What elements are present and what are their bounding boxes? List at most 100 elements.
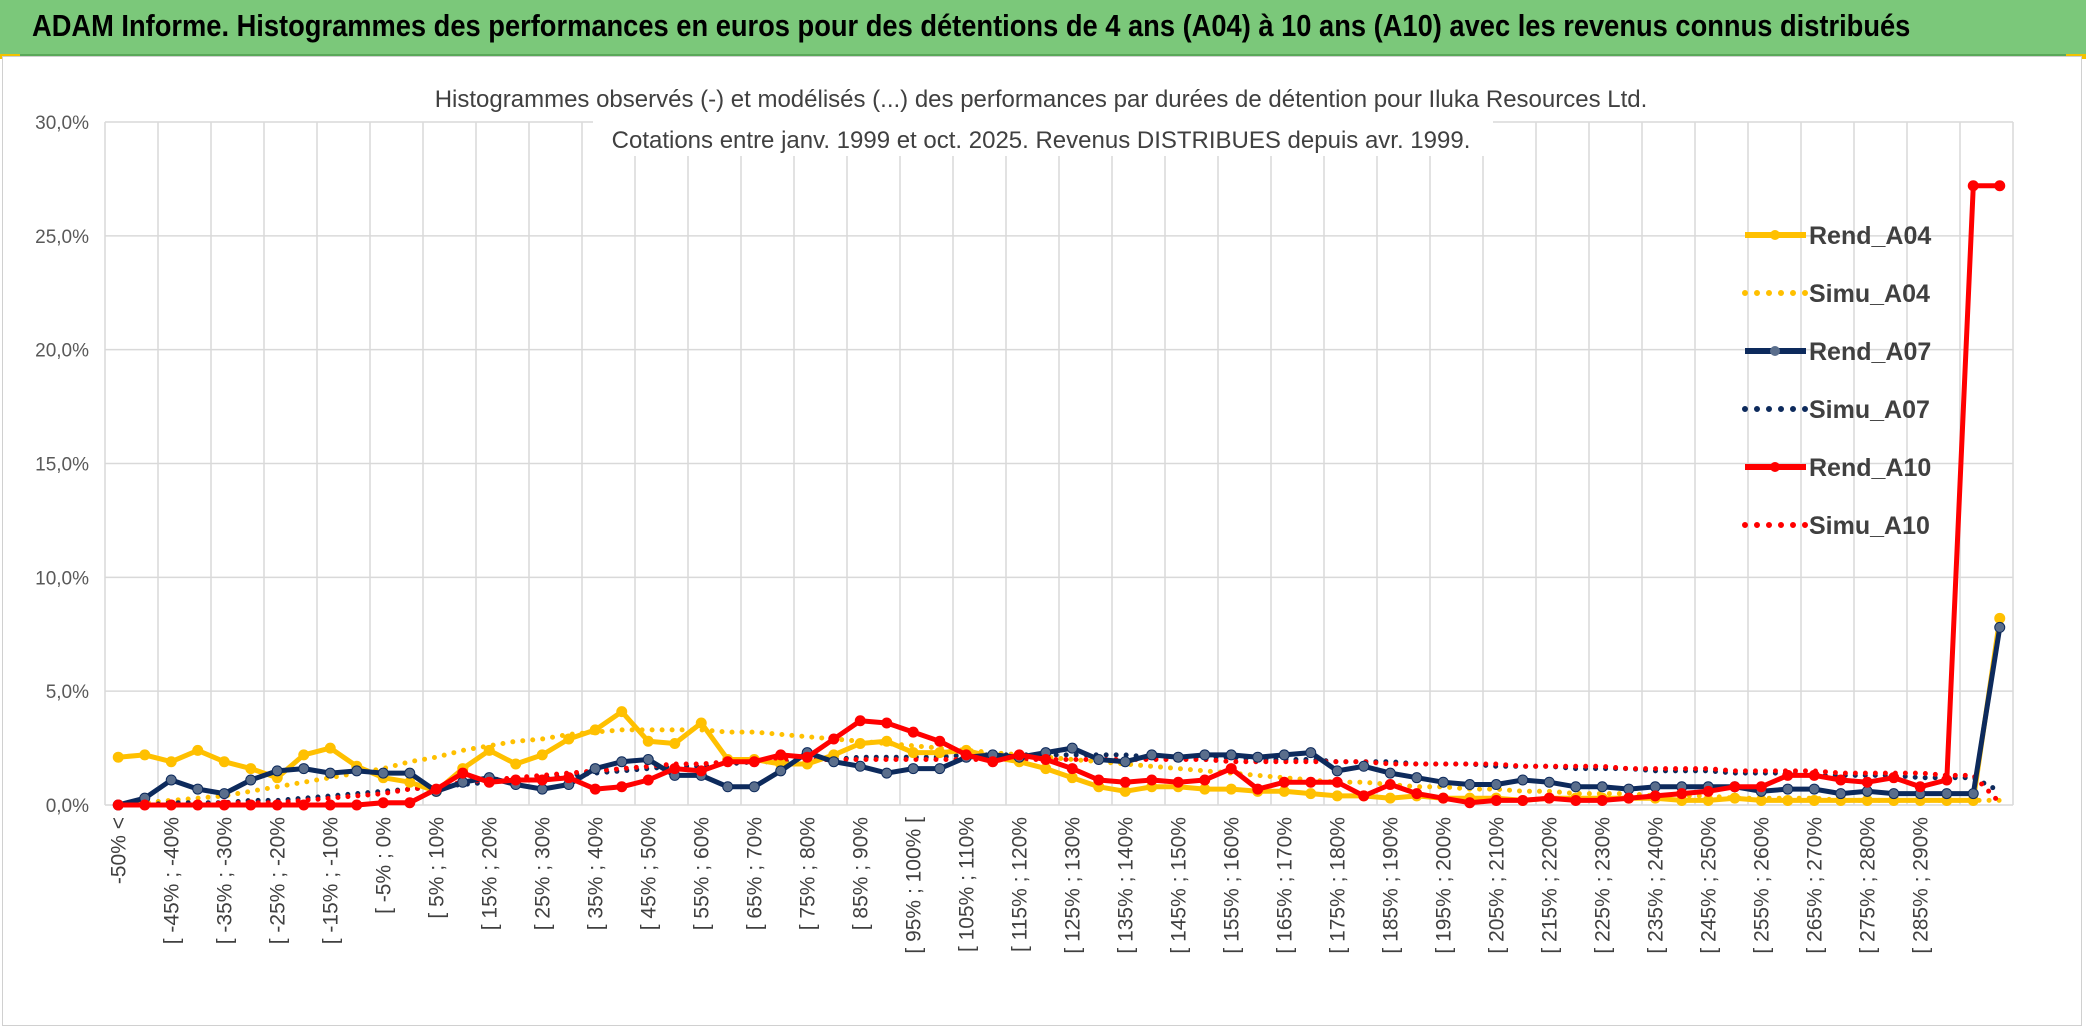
point-rend-a10 xyxy=(1278,776,1290,788)
x-tick-label: [ 145% ; 150% xyxy=(1167,817,1190,954)
point-rend-a10 xyxy=(1066,763,1078,775)
x-tick-label: [ -45% ; -40% xyxy=(160,817,183,944)
legend-label-rend-a10: Rend_A10 xyxy=(1809,454,1931,482)
point-rend-a07 xyxy=(1252,751,1264,763)
x-tick-label: [ 225% ; 230% xyxy=(1591,817,1614,954)
point-rend-a04 xyxy=(881,735,893,747)
point-rend-a10 xyxy=(1623,792,1635,804)
legend-label-simu-a10: Simu_A10 xyxy=(1809,512,1930,540)
x-tick-label: [ 105% ; 110% xyxy=(955,817,978,952)
point-rend-a07 xyxy=(1172,751,1184,763)
x-tick-label: [ -15% ; -10% xyxy=(319,817,342,944)
point-rend-a10 xyxy=(112,799,124,811)
point-rend-a07 xyxy=(1941,788,1953,800)
point-rend-a10 xyxy=(1437,792,1449,804)
point-rend-a10 xyxy=(430,783,442,795)
point-rend-a04 xyxy=(1729,792,1741,804)
y-axis: 0,0% 5,0% 10,0% 15,0% 20,0% 25,0% 30,0% xyxy=(35,113,89,817)
x-tick-label: [ 285% ; 290% xyxy=(1909,817,1932,954)
point-rend-a07 xyxy=(1331,765,1343,777)
x-axis: -50% < [ -45% ; -40% [ -35% ; -30% [ -25% ;… xyxy=(107,817,1932,954)
legend-label-rend-a07: Rend_A07 xyxy=(1809,338,1931,366)
point-rend-a10 xyxy=(1119,776,1131,788)
point-rend-a10 xyxy=(1994,180,2006,192)
x-tick-label: [ 45% ; 50% xyxy=(637,817,660,930)
x-tick-label: [ 235% ; 240% xyxy=(1644,817,1667,954)
point-rend-a07 xyxy=(1808,783,1820,795)
x-tick-label: [ 265% ; 270% xyxy=(1803,817,1826,954)
point-rend-a10 xyxy=(1649,790,1661,802)
x-tick-label: [ 125% ; 130% xyxy=(1061,817,1084,954)
x-tick-label: [ 135% ; 140% xyxy=(1114,817,1137,954)
point-rend-a04 xyxy=(1278,785,1290,797)
point-rend-a07 xyxy=(722,781,734,793)
point-rend-a07 xyxy=(775,765,787,777)
point-rend-a04 xyxy=(1199,783,1211,795)
point-rend-a10 xyxy=(1172,776,1184,788)
point-rend-a10 xyxy=(351,799,363,811)
point-rend-a07 xyxy=(165,774,177,786)
point-rend-a07 xyxy=(192,783,204,795)
x-tick-label: [ -35% ; -30% xyxy=(213,817,236,944)
point-rend-a07 xyxy=(1066,742,1078,754)
point-rend-a10 xyxy=(1782,769,1794,781)
point-rend-a10 xyxy=(695,765,707,777)
x-tick-label: -50% < xyxy=(107,817,130,884)
x-tick-label: [ 165% ; 170% xyxy=(1273,817,1296,954)
point-rend-a04 xyxy=(1119,785,1131,797)
point-rend-a10 xyxy=(589,783,601,795)
point-rend-a07 xyxy=(907,763,919,775)
point-rend-a10 xyxy=(801,751,813,763)
x-tick-label: [ 245% ; 250% xyxy=(1697,817,1720,954)
point-rend-a04 xyxy=(616,706,628,718)
point-rend-a10 xyxy=(563,772,575,784)
point-rend-a04 xyxy=(298,749,310,761)
point-rend-a10 xyxy=(960,749,972,761)
point-rend-a07 xyxy=(1967,788,1979,800)
y-tick-label: 0,0% xyxy=(46,796,89,817)
point-rend-a10 xyxy=(1146,774,1158,786)
legend: Rend_A04 Simu_A04 Rend_A07 Simu_A07 Rend_A10… xyxy=(1742,222,1931,540)
point-rend-a10 xyxy=(1093,774,1105,786)
point-rend-a07 xyxy=(1358,760,1370,772)
x-tick-label: [ 255% ; 260% xyxy=(1750,817,1773,954)
point-rend-a04 xyxy=(510,758,522,770)
point-rend-a10 xyxy=(642,774,654,786)
point-rend-a07 xyxy=(748,781,760,793)
point-rend-a10 xyxy=(1305,776,1317,788)
point-rend-a07 xyxy=(934,763,946,775)
point-rend-a10 xyxy=(1861,776,1873,788)
point-rend-a10 xyxy=(1888,772,1900,784)
point-rend-a04 xyxy=(324,742,336,754)
point-rend-a04 xyxy=(192,744,204,756)
point-rend-a07 xyxy=(1464,779,1476,791)
y-tick-label: 15,0% xyxy=(35,455,89,476)
point-rend-a10 xyxy=(1225,763,1237,775)
x-tick-label: [ 25% ; 30% xyxy=(531,817,554,930)
point-rend-a04 xyxy=(642,735,654,747)
point-rend-a04 xyxy=(1782,794,1794,806)
point-rend-a07 xyxy=(854,760,866,772)
point-rend-a10 xyxy=(1808,769,1820,781)
point-rend-a07 xyxy=(377,767,389,779)
point-rend-a10 xyxy=(1941,774,1953,786)
point-rend-a07 xyxy=(298,763,310,775)
point-rend-a07 xyxy=(245,774,257,786)
chart-title-group: Histogrammes observés (-) et modélisés (… xyxy=(398,77,1688,156)
line-chart: Histogrammes observés (-) et modélisés (… xyxy=(35,77,2014,954)
point-rend-a10 xyxy=(1835,774,1847,786)
point-rend-a04 xyxy=(1808,794,1820,806)
x-tick-label: [ 115% ; 120% xyxy=(1008,817,1031,952)
point-rend-a10 xyxy=(192,799,204,811)
point-rend-a04 xyxy=(483,744,495,756)
point-rend-a10 xyxy=(987,756,999,768)
point-rend-a10 xyxy=(1755,781,1767,793)
x-tick-label: [ 5% ; 10% xyxy=(425,817,448,919)
point-rend-a10 xyxy=(934,735,946,747)
x-tick-label: [ 35% ; 40% xyxy=(584,817,607,930)
point-rend-a10 xyxy=(881,717,893,729)
point-rend-a07 xyxy=(1649,781,1661,793)
x-tick-label: [ -25% ; -20% xyxy=(266,817,289,944)
series-line-simu-a10 xyxy=(115,757,2003,808)
point-rend-a10 xyxy=(1464,797,1476,809)
